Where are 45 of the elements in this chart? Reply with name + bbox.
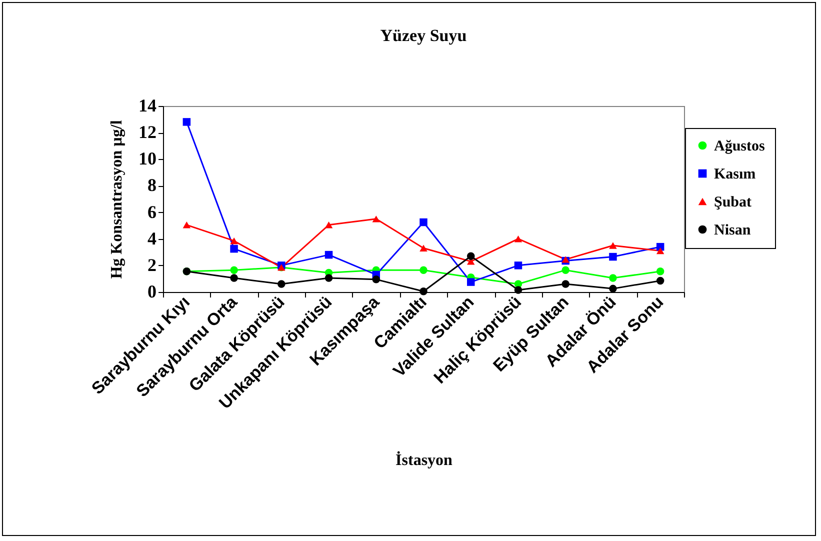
x-axis-title: İstasyon (396, 451, 453, 470)
point (182, 222, 191, 228)
point (656, 276, 664, 285)
y-tick-label: 8 (148, 175, 156, 196)
point (372, 276, 380, 284)
point (420, 287, 428, 296)
point (609, 284, 617, 293)
point (466, 278, 475, 286)
point (182, 118, 191, 126)
point (609, 274, 617, 282)
y-tick-label: 6 (148, 202, 156, 222)
y-axis-title: Hg Konsantrasyon µg/l (108, 120, 126, 279)
point (372, 216, 380, 222)
point (656, 247, 664, 254)
point (514, 286, 522, 294)
point (514, 262, 522, 270)
chart-title: Yüzey Suyu (380, 26, 467, 45)
point (324, 250, 333, 259)
point (324, 222, 333, 228)
y-tick-label: 14 (138, 96, 156, 116)
legend-label: Nisan (714, 222, 752, 238)
point (609, 242, 617, 249)
point (562, 280, 570, 288)
legend-label: Şubat (714, 194, 752, 210)
point (514, 236, 522, 242)
point (230, 274, 238, 282)
legend-label: Ağustos (714, 138, 766, 154)
point (420, 266, 428, 274)
point (609, 252, 617, 261)
y-tick-label: 12 (138, 122, 156, 142)
point (466, 252, 475, 260)
y-tick-label: 0 (148, 282, 156, 302)
point (230, 244, 238, 253)
y-tick-label: 2 (148, 254, 156, 275)
point (420, 218, 428, 226)
y-tick-label: 4 (148, 228, 156, 248)
point (420, 244, 428, 252)
point (324, 274, 333, 282)
point (230, 266, 238, 274)
point (656, 268, 664, 276)
point (562, 266, 570, 274)
point (278, 280, 286, 288)
point (230, 237, 238, 244)
legend-label: Kasım (714, 166, 756, 182)
y-tick-label: 10 (138, 148, 156, 169)
